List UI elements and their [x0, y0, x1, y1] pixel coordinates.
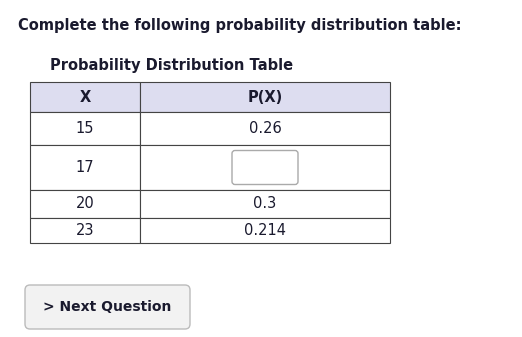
Bar: [30, 190, 140, 218]
Text: 17: 17: [76, 160, 94, 175]
FancyBboxPatch shape: [25, 285, 190, 329]
Text: 0.214: 0.214: [244, 223, 286, 238]
Bar: [140, 82, 390, 112]
Bar: [140, 145, 390, 190]
Bar: [140, 190, 390, 218]
FancyBboxPatch shape: [232, 151, 298, 184]
Text: X: X: [79, 90, 91, 104]
Text: P(X): P(X): [247, 90, 282, 104]
Text: 0.3: 0.3: [253, 196, 277, 212]
Bar: [140, 112, 390, 145]
Bar: [30, 112, 140, 145]
Text: Complete the following probability distribution table:: Complete the following probability distr…: [18, 18, 461, 33]
Text: 20: 20: [76, 196, 94, 212]
Bar: [30, 145, 140, 190]
Text: > Next Question: > Next Question: [43, 300, 172, 314]
Bar: [30, 82, 140, 112]
Text: Probability Distribution Table: Probability Distribution Table: [50, 58, 293, 73]
Bar: [140, 218, 390, 243]
Bar: [30, 218, 140, 243]
Text: 15: 15: [76, 121, 94, 136]
Text: 0.26: 0.26: [248, 121, 281, 136]
Text: 23: 23: [76, 223, 94, 238]
